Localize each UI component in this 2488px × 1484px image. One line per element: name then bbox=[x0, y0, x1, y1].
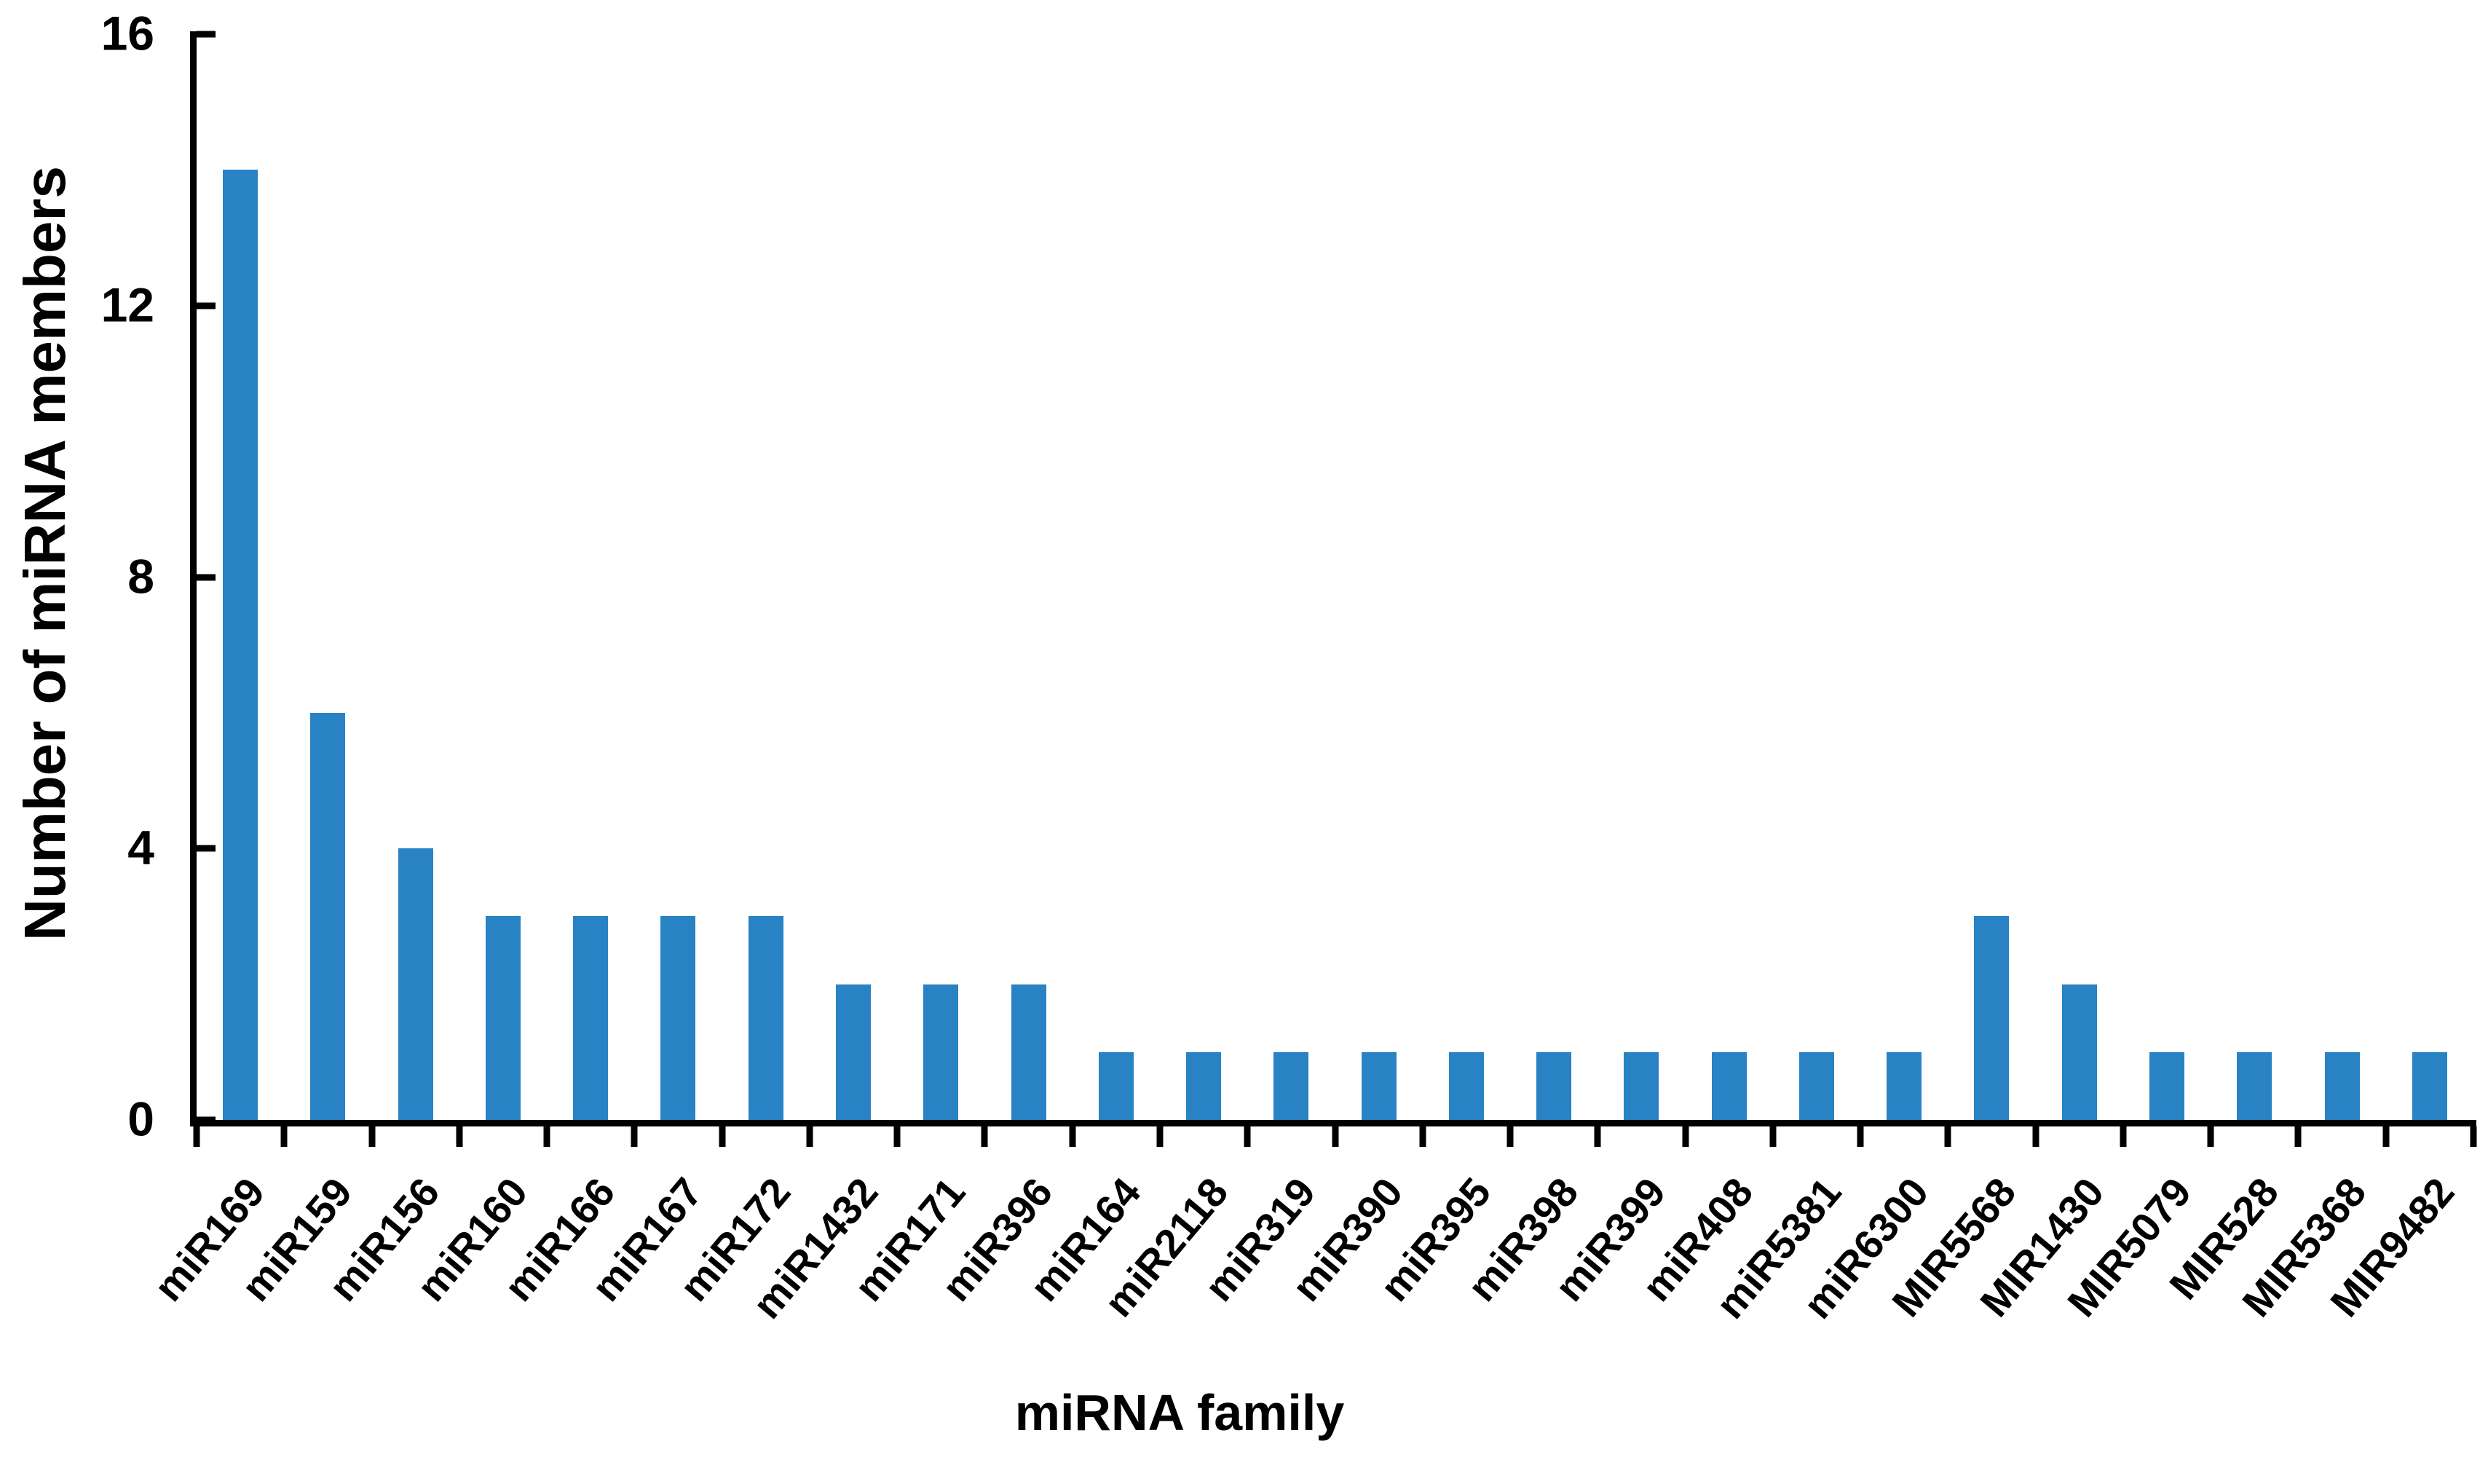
bar-slot-miR1432 bbox=[810, 34, 897, 1120]
x-tick-21 bbox=[2032, 1126, 2039, 1147]
bar-miR169 bbox=[223, 170, 258, 1120]
bar-miR395 bbox=[1448, 1051, 1484, 1120]
x-tick-26 bbox=[2470, 1126, 2477, 1147]
x-tick-6 bbox=[719, 1126, 726, 1147]
bar-slot-miR319 bbox=[1247, 34, 1335, 1120]
x-axis-title: miRNA family bbox=[1014, 1384, 1345, 1441]
bar-miR390 bbox=[1361, 1051, 1397, 1120]
y-tick-label-16: 16 bbox=[100, 6, 154, 60]
bar-miR171 bbox=[923, 984, 959, 1120]
x-tick-1 bbox=[280, 1126, 288, 1147]
y-tick-label-0: 0 bbox=[127, 1092, 154, 1146]
plot-area: 0 4 8 12 16 miR169 miR159 miR156 miR160 miR166 mi… bbox=[101, 9, 2477, 1327]
x-tick-2 bbox=[368, 1126, 376, 1147]
x-tick-17 bbox=[1682, 1126, 1689, 1147]
bar-miR2118 bbox=[1186, 1051, 1222, 1120]
bar-miR396 bbox=[1011, 984, 1046, 1120]
y-axis-line bbox=[190, 31, 197, 1126]
x-axis-line bbox=[190, 1120, 2476, 1126]
bar-slot-MIR5079 bbox=[2123, 34, 2211, 1120]
bar-MIR5568 bbox=[1974, 916, 2010, 1120]
x-tick-10 bbox=[1069, 1126, 1076, 1147]
x-tick-19 bbox=[1857, 1126, 1864, 1147]
x-tick-15 bbox=[1506, 1126, 1514, 1147]
bar-MIR1430 bbox=[2061, 984, 2097, 1120]
bar-slot-miR5381 bbox=[1773, 34, 1860, 1120]
bar-slot-miR159 bbox=[284, 34, 371, 1120]
bar-miR164 bbox=[1098, 1051, 1134, 1120]
bar-slot-miR6300 bbox=[1860, 34, 1948, 1120]
y-tick-label-12: 12 bbox=[100, 277, 154, 332]
bar-slot-MIR528 bbox=[2211, 34, 2298, 1120]
bar-miR5381 bbox=[1798, 1051, 1834, 1120]
x-tick-25 bbox=[2382, 1126, 2390, 1147]
bar-slot-MIR5568 bbox=[1948, 34, 2035, 1120]
bar-miR156 bbox=[398, 848, 433, 1120]
bar-slot-MIR1430 bbox=[2036, 34, 2123, 1120]
x-tick-24 bbox=[2294, 1126, 2302, 1147]
x-tick-0 bbox=[193, 1126, 200, 1147]
y-tick-label-8: 8 bbox=[127, 549, 154, 604]
bar-slot-MIR5368 bbox=[2298, 34, 2385, 1120]
bar-slot-miR399 bbox=[1598, 34, 1685, 1120]
y-tick-12 bbox=[197, 302, 216, 309]
bar-miR172 bbox=[748, 916, 783, 1120]
x-tick-20 bbox=[1944, 1126, 1951, 1147]
bar-slot-miR172 bbox=[722, 34, 810, 1120]
y-tick-label-4: 4 bbox=[127, 820, 154, 875]
y-tick-16 bbox=[197, 31, 216, 38]
x-tick-8 bbox=[893, 1126, 901, 1147]
bar-slot-miR408 bbox=[1686, 34, 1773, 1120]
x-tick-13 bbox=[1332, 1126, 1338, 1147]
bar-slot-miR160 bbox=[459, 34, 547, 1120]
x-axis-labels: miR169 miR159 miR156 miR160 miR166 miR167 miR1… bbox=[145, 1169, 2473, 1411]
bar-slot-miR167 bbox=[634, 34, 722, 1120]
bars-container bbox=[197, 34, 2473, 1120]
bar-MIR5079 bbox=[2149, 1051, 2184, 1120]
x-tick-11 bbox=[1156, 1126, 1164, 1147]
x-tick-3 bbox=[456, 1126, 463, 1147]
bar-slot-miR164 bbox=[1073, 34, 1160, 1120]
bar-miR319 bbox=[1273, 1051, 1309, 1120]
x-tick-22 bbox=[2120, 1126, 2127, 1147]
x-tick-9 bbox=[981, 1126, 988, 1147]
bar-MIR528 bbox=[2237, 1051, 2272, 1120]
bar-slot-miR171 bbox=[897, 34, 984, 1120]
bar-miR408 bbox=[1711, 1051, 1747, 1120]
bar-slot-miR169 bbox=[197, 34, 284, 1120]
bar-slot-miR396 bbox=[984, 34, 1072, 1120]
x-tick-4 bbox=[543, 1126, 550, 1147]
x-tick-18 bbox=[1769, 1126, 1777, 1147]
bar-slot-miR398 bbox=[1510, 34, 1598, 1120]
bar-miR399 bbox=[1624, 1051, 1659, 1120]
bar-miR6300 bbox=[1887, 1051, 1922, 1120]
x-tick-12 bbox=[1244, 1126, 1251, 1147]
bar-miR159 bbox=[310, 712, 346, 1120]
x-tick-16 bbox=[1594, 1126, 1601, 1147]
bar-slot-MIR9482 bbox=[2386, 34, 2473, 1120]
bar-miR167 bbox=[660, 916, 696, 1120]
y-tick-8 bbox=[197, 574, 216, 580]
bar-slot-miR395 bbox=[1423, 34, 1510, 1120]
x-tick-7 bbox=[806, 1126, 813, 1147]
bar-miR166 bbox=[573, 916, 609, 1120]
x-tick-23 bbox=[2207, 1126, 2214, 1147]
x-tick-5 bbox=[631, 1126, 638, 1147]
bar-slot-miR156 bbox=[372, 34, 459, 1120]
bar-miR160 bbox=[485, 916, 521, 1120]
bar-MIR5368 bbox=[2324, 1051, 2360, 1120]
y-tick-0 bbox=[197, 1116, 216, 1124]
bar-MIR9482 bbox=[2412, 1051, 2447, 1120]
bar-slot-miR390 bbox=[1335, 34, 1422, 1120]
bar-slot-miR166 bbox=[547, 34, 634, 1120]
bar-slot-miR2118 bbox=[1160, 34, 1247, 1120]
x-tick-14 bbox=[1419, 1126, 1426, 1147]
bar-miR1432 bbox=[835, 984, 871, 1120]
y-axis-title: Number of miRNA members bbox=[12, 166, 77, 941]
bar-miR398 bbox=[1536, 1051, 1572, 1120]
y-tick-4 bbox=[197, 845, 216, 852]
